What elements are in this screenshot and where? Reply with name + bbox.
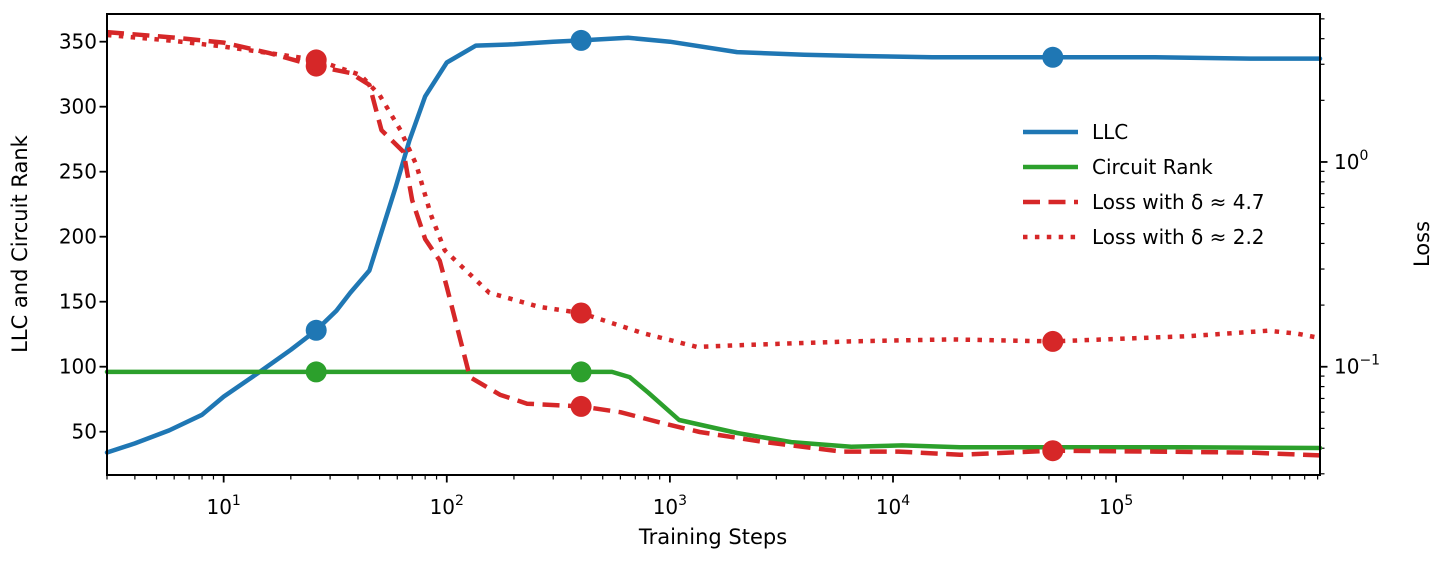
x-tick-label-1e3: 103 <box>653 493 687 519</box>
series-line-2 <box>106 29 1321 458</box>
y-right-tick-label-1e-1: 10−1 <box>1334 353 1380 379</box>
checkpoint-marker <box>570 395 592 417</box>
y-left-tick-label-250: 250 <box>59 160 97 184</box>
y-right-axis-label: Loss <box>1410 221 1434 267</box>
series-markers <box>305 29 1064 462</box>
checkpoint-marker <box>570 302 592 324</box>
checkpoint-marker <box>305 49 327 71</box>
checkpoint-marker <box>305 361 327 383</box>
y-left-tick-label-150: 150 <box>59 290 97 314</box>
checkpoint-marker <box>305 319 327 341</box>
y-left-tick-label-200: 200 <box>59 225 97 249</box>
legend-item-loss-dotted: Loss with δ ≈ 2.2 <box>1092 225 1265 249</box>
axis-ticks <box>99 18 1328 483</box>
y-left-tick-label-50: 50 <box>72 420 97 444</box>
x-tick-label-1e1: 101 <box>206 493 240 519</box>
legend-item-circuit-rank: Circuit Rank <box>1092 155 1213 179</box>
checkpoint-marker <box>1042 440 1064 462</box>
x-tick-label-1e2: 102 <box>430 493 464 519</box>
checkpoint-marker <box>1042 46 1064 68</box>
checkpoint-marker <box>570 29 592 51</box>
plot-frame <box>106 13 1321 476</box>
legend-item-loss-dashed: Loss with δ ≈ 4.7 <box>1092 190 1265 214</box>
x-axis-label: Training Steps <box>638 525 787 549</box>
y-right-tick-label-1e0: 100 <box>1334 148 1368 174</box>
legend-item-llc: LLC <box>1092 120 1128 144</box>
x-tick-label-1e5: 105 <box>1099 493 1133 519</box>
series-line-0 <box>104 35 1323 455</box>
y-left-axis-label: LLC and Circuit Rank <box>8 134 32 352</box>
legend-line-samples <box>1023 129 1078 240</box>
x-tick-label-1e4: 104 <box>876 493 910 519</box>
checkpoint-marker <box>1042 330 1064 352</box>
legend: LLC Circuit Rank Loss with δ ≈ 4.7 Loss … <box>1023 120 1265 249</box>
checkpoint-marker <box>570 361 592 383</box>
series-line-1 <box>104 369 1323 451</box>
y-left-tick-label-100: 100 <box>59 355 97 379</box>
y-left-tick-label-350: 350 <box>59 30 97 54</box>
y-left-tick-label-300: 300 <box>59 95 97 119</box>
